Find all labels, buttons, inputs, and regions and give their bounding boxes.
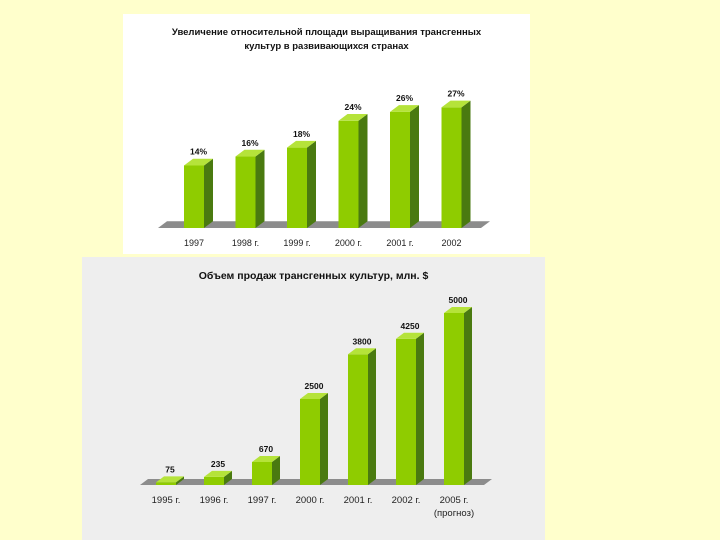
data-label: 670 bbox=[259, 444, 273, 454]
tick-label: 2000 г. bbox=[296, 495, 325, 506]
bar-front bbox=[444, 313, 464, 485]
bar bbox=[338, 114, 368, 228]
bar-chart-area-relative: 14% 1997 16% 1998 г. 18% 1999 г. 24% 2000 г. 26%… bbox=[158, 89, 490, 248]
bar-front bbox=[441, 107, 462, 228]
bar-front bbox=[252, 461, 272, 485]
tick-label: 2002 г. bbox=[392, 495, 421, 506]
bar-side bbox=[204, 158, 213, 228]
bar-top bbox=[156, 476, 184, 483]
bar bbox=[252, 455, 280, 485]
data-label: 18% bbox=[293, 129, 310, 139]
tick-label: 1995 г. bbox=[152, 495, 181, 506]
tick-label: 2002 bbox=[441, 238, 461, 248]
bar-chart-sales-volume: 75 1995 г. 235 1996 г. 670 1997 г. 2500 2000 г.… bbox=[140, 295, 492, 519]
bar bbox=[390, 105, 419, 228]
bar-side bbox=[358, 114, 368, 228]
bar-side bbox=[272, 455, 280, 485]
tick-label: 1998 г. bbox=[232, 238, 259, 248]
bar-side bbox=[255, 149, 265, 228]
bar-top bbox=[338, 114, 368, 121]
bar-front bbox=[390, 111, 410, 228]
tick-label: 1997 bbox=[184, 238, 204, 248]
bar-side bbox=[307, 140, 316, 228]
bar-front bbox=[300, 399, 320, 485]
bar-top bbox=[441, 100, 471, 108]
bar bbox=[300, 393, 328, 485]
chart-area-relative: Увеличение относительной площади выращив… bbox=[123, 14, 530, 254]
bar bbox=[184, 158, 213, 228]
bar bbox=[156, 476, 184, 485]
bar-front bbox=[338, 120, 359, 228]
bar-top bbox=[396, 332, 424, 339]
bar-front bbox=[396, 338, 416, 485]
bar bbox=[348, 348, 376, 485]
bar-front bbox=[204, 476, 224, 485]
bar-side bbox=[320, 393, 328, 485]
bar-front bbox=[287, 147, 307, 228]
bar-top bbox=[390, 105, 419, 112]
data-label: 24% bbox=[344, 102, 361, 112]
data-label: 2500 bbox=[305, 381, 324, 391]
tick-label: 2001 г. bbox=[344, 495, 373, 506]
data-label: 3800 bbox=[353, 336, 372, 346]
chart-title: Объем продаж трансгенных культур, млн. $ bbox=[198, 270, 429, 282]
bar-top bbox=[287, 140, 316, 148]
bar-side bbox=[461, 100, 471, 228]
bar-top bbox=[300, 393, 328, 399]
bar-front bbox=[156, 482, 176, 485]
bar-side bbox=[410, 105, 419, 228]
bar-side bbox=[176, 476, 184, 485]
bar-top bbox=[204, 470, 232, 477]
bar-top bbox=[444, 307, 472, 313]
bar-side bbox=[368, 348, 376, 485]
bar bbox=[235, 149, 265, 228]
data-label: 27% bbox=[447, 89, 464, 99]
bar-top bbox=[348, 348, 376, 355]
data-label: 14% bbox=[190, 147, 207, 157]
bar bbox=[441, 100, 471, 228]
data-label: 5000 bbox=[449, 295, 468, 305]
bar-top bbox=[235, 149, 265, 157]
tick-label: 1999 г. bbox=[283, 238, 310, 248]
data-label: 235 bbox=[211, 459, 225, 469]
bar bbox=[287, 140, 316, 228]
tick-label: 2000 г. bbox=[335, 238, 362, 248]
bar-side bbox=[464, 307, 472, 485]
bar bbox=[204, 470, 232, 485]
bar-front bbox=[235, 156, 256, 228]
tick-label: 1997 г. bbox=[248, 495, 277, 506]
tick-label: 1996 г. bbox=[200, 495, 229, 506]
tick-label: 2005 г. bbox=[440, 495, 469, 506]
bar-side bbox=[224, 470, 232, 485]
bar bbox=[396, 332, 424, 485]
bar-top bbox=[252, 455, 280, 462]
data-label: 75 bbox=[165, 464, 175, 474]
bar-side bbox=[416, 332, 424, 485]
data-label: 4250 bbox=[401, 321, 420, 331]
tick-note: (прогноз) bbox=[434, 508, 474, 519]
bar-top bbox=[184, 158, 213, 166]
chart-sales-volume: Объем продаж трансгенных культур, млн. $… bbox=[82, 257, 545, 540]
chart-title: Увеличение относительной площади выращив… bbox=[171, 27, 482, 52]
bar-front bbox=[348, 354, 368, 485]
data-label: 16% bbox=[241, 138, 258, 148]
bar-front bbox=[184, 165, 204, 228]
tick-label: 2001 г. bbox=[386, 238, 413, 248]
bar bbox=[444, 307, 472, 485]
data-label: 26% bbox=[396, 93, 413, 103]
